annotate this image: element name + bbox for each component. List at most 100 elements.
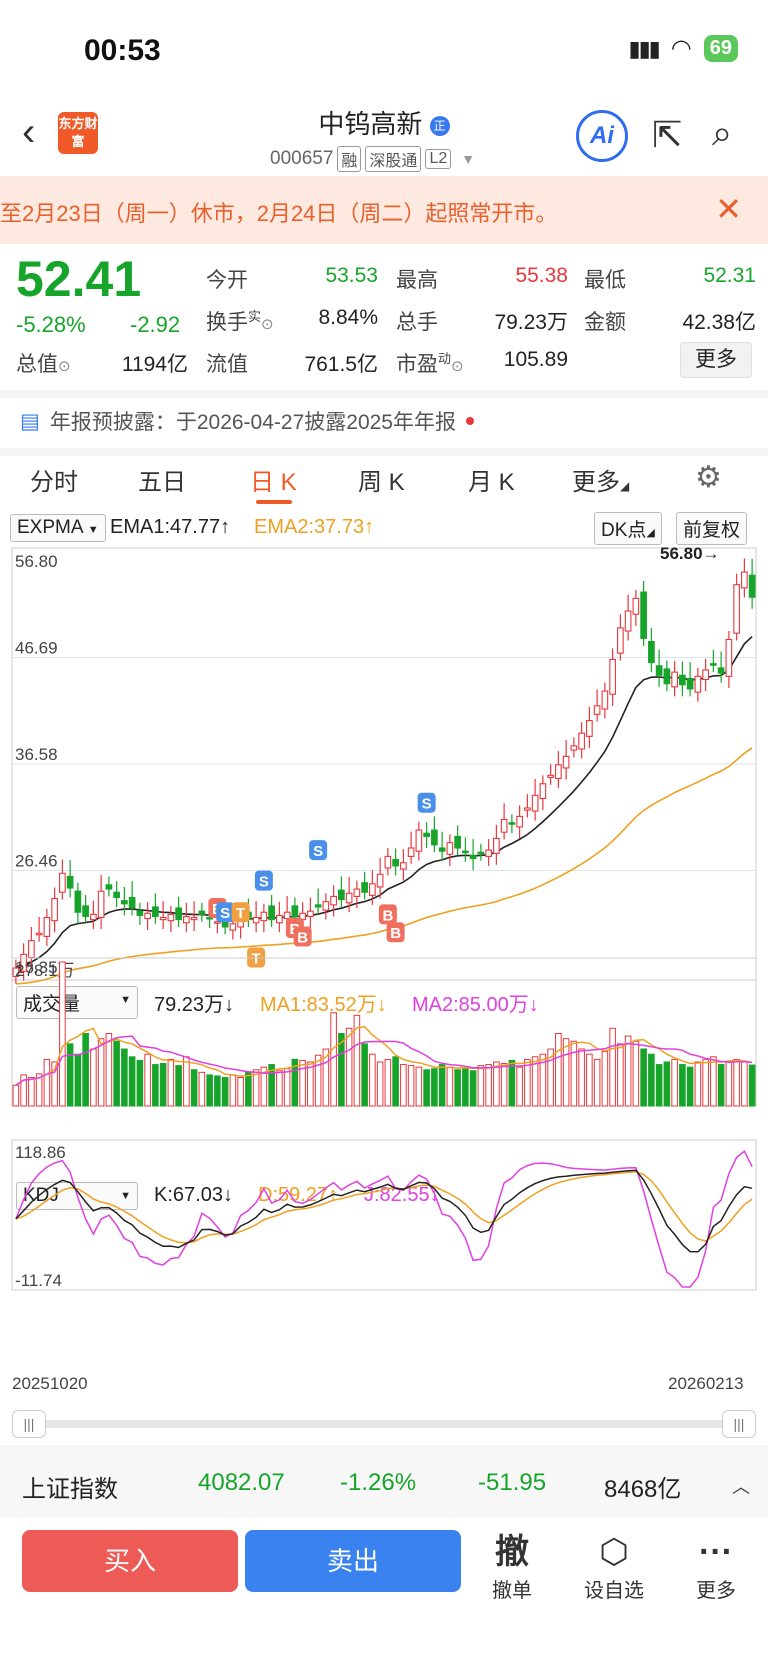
search-icon[interactable]: ⌕ <box>712 112 733 153</box>
tab-intraday[interactable]: 分时 <box>30 469 78 496</box>
candle-body <box>97 890 105 919</box>
range-slider-track[interactable] <box>28 1420 740 1428</box>
candle-body <box>702 669 709 681</box>
volume-bar <box>454 1069 461 1107</box>
candle-body <box>748 574 756 598</box>
add-watchlist-button[interactable]: ⬡ 设自选 <box>574 1530 654 1603</box>
volume-bar <box>609 1027 616 1107</box>
index-ticker-bar[interactable]: 上证指数 4082.07 -1.26% -51.95 8468亿 ︿ <box>0 1446 768 1518</box>
gear-icon[interactable]: ⚙ <box>695 461 722 494</box>
volume-bar <box>663 1061 671 1107</box>
candle-body <box>671 671 678 688</box>
stock-code-row[interactable]: 000657 融 深股通 L2 ▼ <box>270 146 475 172</box>
volume-bar <box>97 1038 105 1107</box>
info-icon[interactable]: ⊙ <box>58 358 71 375</box>
info-icon[interactable]: ⊙ <box>261 316 274 333</box>
candle-body <box>562 755 570 769</box>
range-slider-left-handle[interactable]: ||| <box>12 1410 46 1438</box>
tab-five-day[interactable]: 五日 <box>138 469 186 496</box>
main-indicator-select[interactable]: EXPMA ▼ <box>10 514 106 542</box>
candle-body <box>555 764 562 780</box>
candle-body <box>741 571 748 589</box>
candlestick-panel: 56.8046.6936.5826.4616.3556.80→BSTBSSBBS… <box>11 544 757 985</box>
kdj-k-legend: K:67.03↓ <box>154 1184 233 1207</box>
candle-body <box>20 953 27 972</box>
adjust-button[interactable]: 前复权 <box>676 512 748 545</box>
kdj-j-line <box>15 1150 753 1288</box>
candle-body <box>113 891 120 899</box>
ai-button[interactable]: Ai <box>576 110 628 162</box>
volume-bar <box>345 1027 353 1107</box>
candle-body <box>500 819 508 833</box>
volume-bar <box>128 1056 136 1107</box>
dropdown-icon[interactable]: ▼ <box>461 151 476 167</box>
candle-body <box>314 904 322 908</box>
candle-body <box>601 690 609 710</box>
cancel-order-button[interactable]: 撤 撤单 <box>472 1530 552 1603</box>
volume-bar <box>617 1043 624 1107</box>
vol-ma1-value: MA1:83.52万 <box>260 994 377 1016</box>
candle-body <box>454 835 461 849</box>
back-button[interactable]: ‹ <box>22 110 36 154</box>
buy-button[interactable]: 买入 <box>22 1530 238 1592</box>
candle-body <box>547 774 554 778</box>
candle-body <box>663 668 671 685</box>
kdj-tick-label: 118.86 <box>15 1143 66 1162</box>
range-slider-right-handle[interactable]: ||| <box>722 1410 756 1438</box>
candle-body <box>384 855 392 869</box>
candle-body <box>493 837 500 854</box>
candle-body <box>252 916 260 924</box>
battery-icon: 69 <box>703 35 738 62</box>
amount-label: 金额 <box>584 311 626 334</box>
hexagon-icon: ⬡ <box>599 1533 629 1571</box>
dk-point-toggle[interactable]: DK点◢ <box>594 512 662 545</box>
volume-bar <box>431 1068 438 1107</box>
more-actions-button[interactable]: ··· 更多 <box>676 1530 756 1603</box>
candle-body <box>307 910 314 917</box>
volume-bar <box>686 1066 694 1107</box>
vol-ma1-legend: MA1:83.52万↓ <box>260 988 387 1017</box>
status-time: 00:53 <box>84 34 161 67</box>
candle-body <box>446 842 454 855</box>
kdj-tick-label: -11.74 <box>15 1271 62 1290</box>
volume-indicator-name: 成交量 <box>23 994 81 1015</box>
volume-bar <box>183 1056 190 1107</box>
candle-body <box>206 916 213 920</box>
tag-margin: 融 <box>337 146 362 172</box>
add-watchlist-label: 设自选 <box>584 1580 644 1602</box>
candle-body <box>617 627 624 654</box>
kline-chart[interactable]: 56.8046.6936.5826.4616.3556.80→BSTBSSBBS… <box>0 540 768 1370</box>
volume-bar <box>493 1061 500 1107</box>
volume-bar <box>400 1064 407 1107</box>
info-icon[interactable]: ⊙ <box>451 358 464 375</box>
sell-button[interactable]: 卖出 <box>245 1530 461 1592</box>
volume-bar <box>508 1059 516 1107</box>
index-value: 4082.07 <box>198 1469 285 1496</box>
float-value: 761.5亿 <box>304 353 378 376</box>
candle-body <box>725 638 733 677</box>
volume-indicator-select[interactable]: 成交量 ▼ <box>16 986 138 1019</box>
close-icon[interactable]: ✕ <box>715 191 742 227</box>
tab-daily-k[interactable]: 日 K <box>250 469 297 496</box>
candle-body <box>82 905 89 917</box>
tab-weekly-k[interactable]: 周 K <box>358 469 405 496</box>
signal-badge <box>254 870 273 891</box>
turnover-label-text: 换手 <box>206 311 248 334</box>
candle-body <box>66 875 74 889</box>
tab-monthly-k[interactable]: 月 K <box>468 469 515 496</box>
chevron-up-icon[interactable]: ︿ <box>732 1477 750 1497</box>
more-quote-button[interactable]: 更多 <box>680 342 752 378</box>
price-tick-label: 36.58 <box>15 745 58 764</box>
volume-panel: 278.1万 <box>11 957 757 1107</box>
report-notice[interactable]: ▤ 年报预披露：于2026-04-27披露2025年年报 <box>20 406 474 436</box>
candle-body <box>733 584 740 634</box>
tab-more[interactable]: 更多◢ <box>572 462 629 497</box>
arrow-down-icon: ↓ <box>528 994 539 1016</box>
divider <box>0 390 768 398</box>
candle-body <box>539 783 547 800</box>
volume-bar <box>214 1075 221 1107</box>
volume-bar <box>113 1040 120 1107</box>
share-icon[interactable]: ⇱ <box>652 114 683 155</box>
candle-body <box>136 910 144 916</box>
candle-body <box>291 905 299 917</box>
